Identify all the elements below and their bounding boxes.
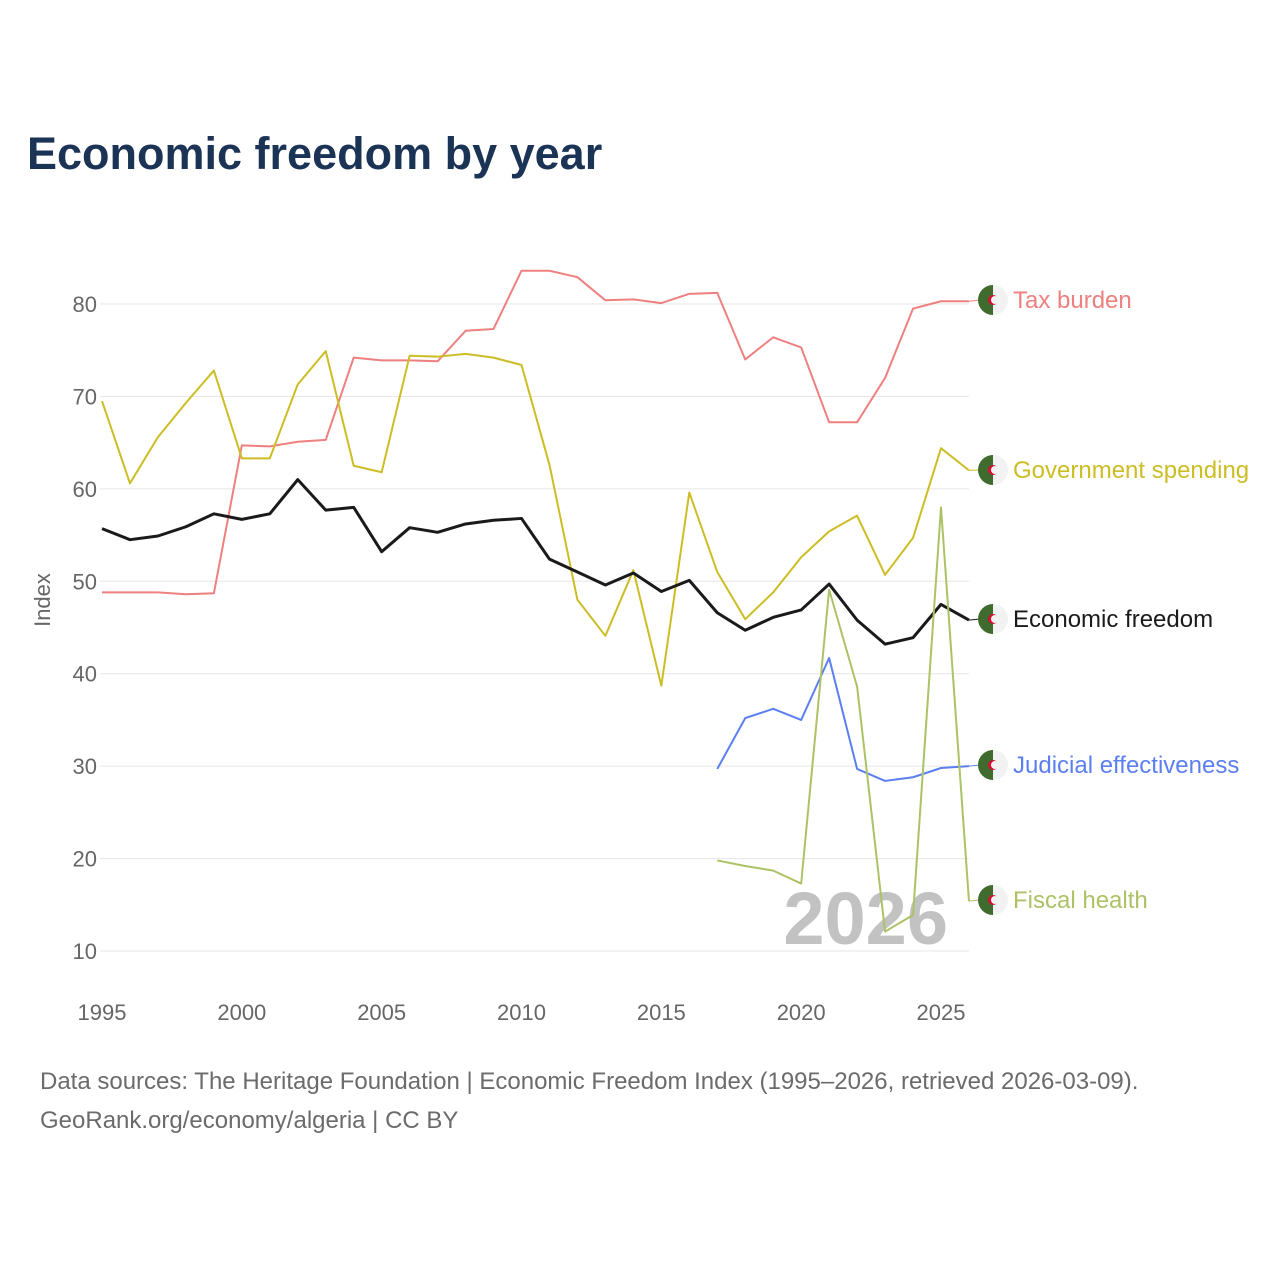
y-tick-label: 80 <box>73 292 97 317</box>
flag-green-half <box>978 285 993 315</box>
x-tick-label: 2020 <box>777 1000 826 1025</box>
series-line-tax-burden <box>102 269 969 596</box>
flag-white-half <box>993 885 1008 915</box>
x-tick-label: 1995 <box>78 1000 127 1025</box>
series-line-economic-freedom <box>101 478 970 646</box>
footer-credit: GeoRank.org/economy/algeria | CC BY <box>40 1107 459 1134</box>
x-tick-label: 2025 <box>917 1000 966 1025</box>
flag-white-half <box>993 604 1008 634</box>
year-watermark: 2026 <box>783 877 948 960</box>
algeria-flag-icon <box>978 455 1008 485</box>
y-tick-label: 50 <box>73 569 97 594</box>
flag-crescent-cut <box>991 896 999 904</box>
y-tick-label: 20 <box>73 847 97 872</box>
y-tick-label: 30 <box>73 754 97 779</box>
series-label: Government spending <box>1013 457 1249 484</box>
y-tick-label: 40 <box>73 662 97 687</box>
series-label: Tax burden <box>1013 287 1132 314</box>
flag-white-half <box>993 750 1008 780</box>
x-tick-label: 2010 <box>497 1000 546 1025</box>
y-tick-label: 10 <box>73 939 97 964</box>
y-tick-label: 70 <box>73 384 97 409</box>
series-line-judicial-effectiveness <box>716 657 970 782</box>
x-tick-label: 2000 <box>217 1000 266 1025</box>
flag-green-half <box>978 885 993 915</box>
footer-sources: Data sources: The Heritage Foundation | … <box>40 1068 1139 1095</box>
series-label: Economic freedom <box>1013 606 1213 633</box>
algeria-flag-icon <box>978 750 1008 780</box>
algeria-flag-icon <box>978 885 1008 915</box>
flag-white-half <box>993 455 1008 485</box>
algeria-flag-icon <box>978 285 1008 315</box>
series-line-government-spending <box>101 350 970 687</box>
chart-title: Economic freedom by year <box>27 128 603 179</box>
series-label: Fiscal health <box>1013 887 1148 914</box>
flag-green-half <box>978 604 993 634</box>
flag-green-half <box>978 750 993 780</box>
series-line-fiscal-health <box>717 506 970 933</box>
flag-crescent-cut <box>991 761 999 769</box>
x-tick-label: 2005 <box>357 1000 406 1025</box>
x-tick-label: 2015 <box>637 1000 686 1025</box>
flag-crescent-cut <box>991 466 999 474</box>
flag-crescent-cut <box>991 615 999 623</box>
algeria-flag-icon <box>978 604 1008 634</box>
flag-green-half <box>978 455 993 485</box>
y-tick-label: 60 <box>73 477 97 502</box>
series-label: Judicial effectiveness <box>1013 752 1239 779</box>
flag-crescent-cut <box>991 296 999 304</box>
y-axis-label: Index <box>30 573 55 627</box>
flag-white-half <box>993 285 1008 315</box>
